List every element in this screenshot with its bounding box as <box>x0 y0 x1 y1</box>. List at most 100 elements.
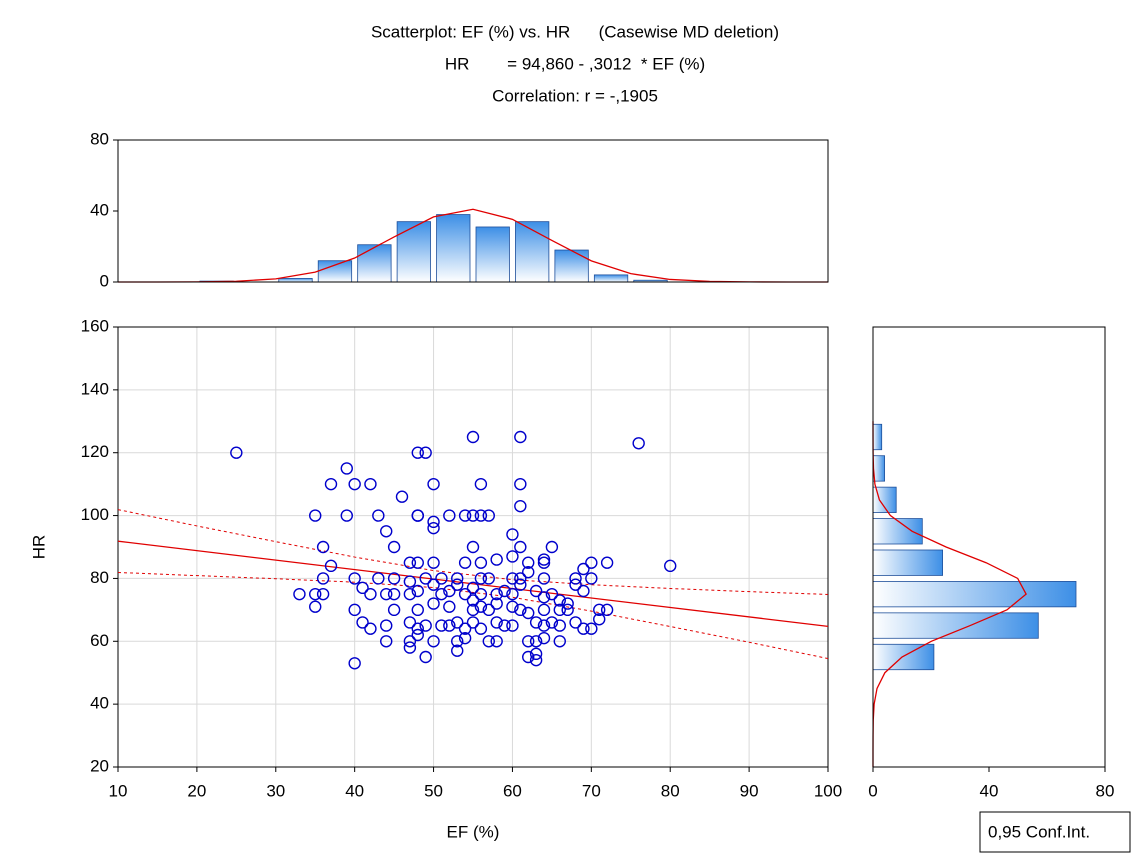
scatter-point <box>498 584 511 598</box>
scatter-point <box>529 584 543 598</box>
scatter-point <box>403 575 417 588</box>
x-tick-label: 100 <box>814 781 842 800</box>
scatter-point <box>316 540 330 554</box>
scatter-point <box>545 587 559 601</box>
scatter-point <box>380 635 393 648</box>
scatter-point <box>348 657 361 670</box>
scatter-point <box>435 572 448 585</box>
scatter-point <box>490 553 503 566</box>
scatter-point <box>458 631 472 645</box>
scatter-point <box>403 556 417 569</box>
scatter-point <box>561 603 574 617</box>
scatter-point <box>364 587 377 601</box>
scatter-point <box>537 631 551 645</box>
histogram-bar <box>475 226 510 283</box>
confidence-band <box>118 571 828 660</box>
scatter-point <box>309 587 322 601</box>
scatter-point <box>514 572 527 585</box>
x-tick-label: 80 <box>661 781 680 800</box>
histogram-bar <box>872 549 943 576</box>
y-tick-label: 140 <box>81 379 109 398</box>
scatter-point <box>482 635 495 648</box>
scatter-point <box>466 603 480 617</box>
histogram-bar <box>872 612 1039 639</box>
x-tick-label: 50 <box>424 781 443 800</box>
scatter-point <box>364 622 377 635</box>
y-tick-label: 60 <box>90 631 109 650</box>
scatter-point <box>522 635 535 648</box>
scatter-point <box>380 525 393 538</box>
scatter-point <box>458 587 472 601</box>
scatter-point <box>458 556 472 569</box>
scatter-point <box>387 603 401 617</box>
scatter-point <box>474 572 488 585</box>
scatter-point <box>419 619 432 632</box>
scatter-point <box>411 509 424 522</box>
scatter-point <box>419 446 432 459</box>
scatter-point <box>435 587 448 601</box>
scatter-point <box>474 477 488 491</box>
scatter-point <box>514 499 527 513</box>
scatter-point <box>577 622 590 635</box>
scatter-point <box>443 584 456 598</box>
scatter-point <box>514 540 527 554</box>
scatter-point <box>348 572 361 585</box>
scatter-point <box>451 578 464 591</box>
scatter-point <box>451 616 464 629</box>
histogram-bar <box>278 278 313 283</box>
histogram-bar <box>515 221 550 283</box>
y-tick-label: 80 <box>90 568 109 587</box>
scatter-point <box>593 613 606 626</box>
scatter-point <box>411 556 424 569</box>
scatter-point <box>451 572 464 585</box>
scatter-point <box>506 587 519 601</box>
scatter-point <box>474 509 488 522</box>
scatter-point <box>411 584 424 598</box>
histogram-bar <box>436 214 471 283</box>
scatter-point <box>506 600 519 613</box>
scatter-point <box>466 616 480 629</box>
fit-line <box>118 540 828 628</box>
scatter-point <box>482 603 495 617</box>
scatter-point <box>522 606 535 620</box>
scatter-point <box>466 540 480 554</box>
scatter-point <box>537 591 551 604</box>
scatter-point <box>403 641 417 654</box>
y-axis-label: HR <box>29 535 48 560</box>
plot-area <box>118 430 828 670</box>
scatter-point <box>427 556 440 569</box>
scatter-point <box>600 556 614 569</box>
scatter-point <box>372 509 385 522</box>
scatter-point <box>380 587 393 601</box>
scatter-point <box>364 477 377 491</box>
y-tick-label: 40 <box>90 694 109 713</box>
scatter-point <box>443 509 456 522</box>
scatter-point <box>427 578 440 591</box>
y-tick-label: 80 <box>90 129 109 148</box>
scatter-point <box>324 559 338 573</box>
scatter-point <box>537 572 551 585</box>
scatter-point <box>585 556 598 569</box>
scatter-point <box>577 562 590 576</box>
scatter-point <box>230 446 243 459</box>
scatter-point <box>348 477 361 491</box>
scatter-point <box>435 619 448 632</box>
scatter-point <box>340 509 353 522</box>
histogram-bar <box>872 643 935 671</box>
y-tick-label: 160 <box>81 316 109 335</box>
scatter-point <box>490 597 503 610</box>
scatter-point <box>529 616 543 629</box>
scatter-point <box>569 572 582 585</box>
scatter-point <box>514 603 527 617</box>
scatter-point <box>545 540 559 554</box>
scatter-point <box>553 594 566 607</box>
scatter-point <box>577 584 590 598</box>
x-axis-label: EF (%) <box>447 822 500 841</box>
scatter-point <box>387 587 401 601</box>
scatter-point <box>466 509 480 522</box>
scatter-point <box>411 446 424 459</box>
histogram-bar <box>872 518 923 545</box>
scatter-point <box>569 578 582 591</box>
scatter-point <box>490 587 503 601</box>
scatter-point <box>309 600 322 613</box>
